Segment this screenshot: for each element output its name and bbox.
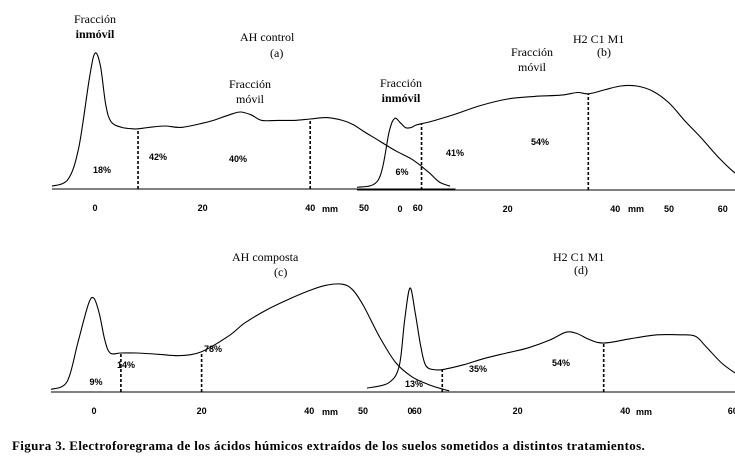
fraction-percent-c-3: 78% [204,344,222,354]
x-tick-label-c-40: 40 [304,406,314,416]
trace-line-b [356,84,735,188]
x-unit-label-b: mm [628,204,644,214]
x-tick-label-c-20: 20 [197,406,207,416]
panel-label-c: (c) [274,265,287,279]
x-tick-label-c-60: 60 [412,406,422,416]
annotation-b-1-line-1: Fracción [380,76,422,90]
fraction-percent-b-2: 41% [446,148,464,158]
x-tick-label-c-50: 50 [358,406,368,416]
panel-title-a: AH control [240,30,295,44]
panel-title-d: H2 C1 M1 [553,250,604,264]
x-tick-label-c-0: 0 [91,406,96,416]
x-tick-label-a-40: 40 [305,203,315,213]
x-unit-label-a: mm [322,204,338,214]
trace-line-c [50,283,450,392]
x-tick-label-d-40: 40 [620,406,630,416]
x-tick-label-a-0: 0 [92,203,97,213]
trace-line-a [51,52,451,187]
annotation-a-2-line-2: móvil [236,92,265,106]
fraction-percent-b-1: 6% [395,167,408,177]
fraction-percent-d-2: 35% [469,364,487,374]
annotation-a-1-line-2: inmóvil [76,27,115,41]
trace-line-d [366,287,735,389]
fraction-percent-a-2: 42% [149,152,167,162]
x-tick-label-d-20: 20 [513,406,523,416]
annotation-b-1-line-2: inmóvil [382,91,421,105]
fraction-percent-c-1: 9% [89,377,102,387]
panel-title-b: H2 C1 M1 [573,32,624,46]
x-tick-label-d-60: 60 [728,406,735,416]
x-tick-label-b-50: 50 [664,204,674,214]
x-tick-label-a-20: 20 [198,203,208,213]
x-tick-label-b-60: 60 [718,204,728,214]
fraction-percent-d-3: 54% [552,358,570,368]
x-tick-label-d-0: 0 [407,406,412,416]
panel-label-a: (a) [270,46,283,60]
fraction-percent-a-3: 40% [229,154,247,164]
annotation-a-2-line-1: Fracción [229,77,271,91]
x-tick-label-a-60: 60 [413,203,423,213]
annotation-a-1-line-1: Fracción [74,12,116,26]
fraction-percent-b-3: 54% [531,137,549,147]
x-unit-label-c: mm [322,407,338,417]
fraction-percent-c-2: 14% [117,360,135,370]
fraction-percent-a-1: 18% [93,165,111,175]
panel-label-d: (d) [574,263,588,277]
x-tick-label-b-40: 40 [610,204,620,214]
fraction-percent-d-1: 13% [405,379,423,389]
annotation-b-2-line-2: móvil [518,60,547,74]
figure-caption: Figura 3. Electroforegrama de los ácidos… [12,438,646,453]
panel-label-b: (b) [597,45,611,59]
x-tick-label-a-50: 50 [359,203,369,213]
x-tick-label-b-20: 20 [503,204,513,214]
panel-title-c: AH composta [232,250,299,264]
annotation-b-2-line-1: Fracción [511,45,553,59]
x-unit-label-d: mm [636,407,652,417]
x-tick-label-b-0: 0 [397,204,402,214]
